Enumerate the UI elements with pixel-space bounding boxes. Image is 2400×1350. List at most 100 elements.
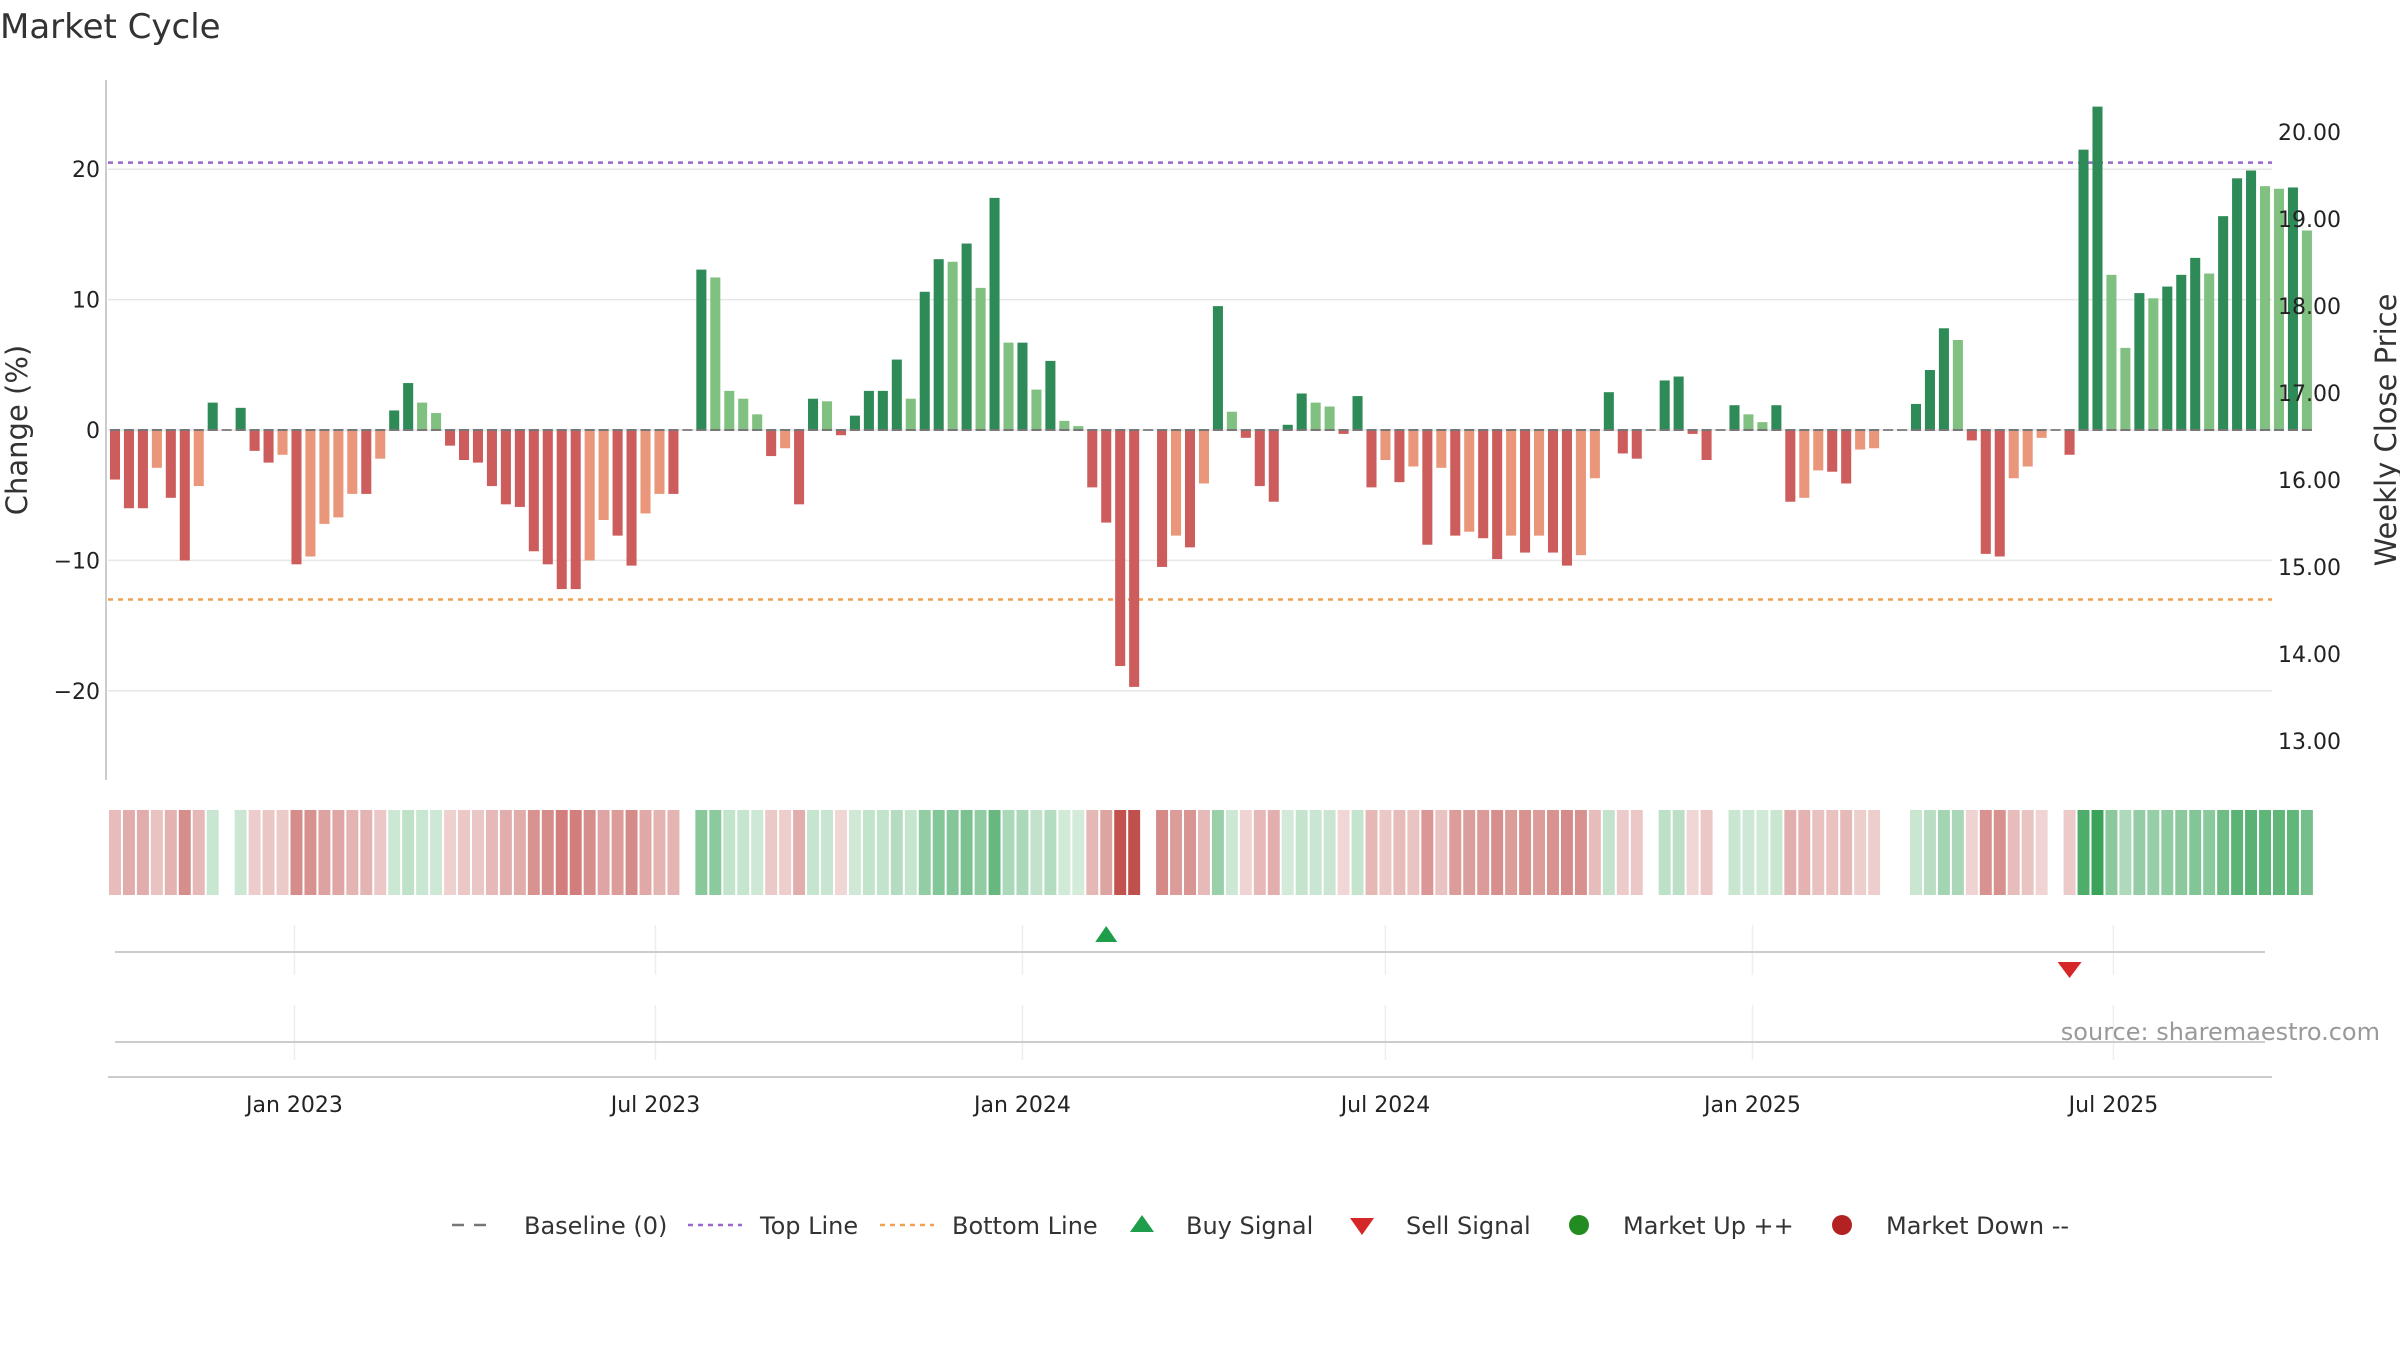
bar: [1827, 430, 1838, 472]
strip-cell: [346, 810, 359, 895]
bar: [1575, 430, 1586, 556]
strip-cell: [1142, 810, 1155, 895]
bar: [1422, 430, 1433, 545]
strip-cell: [402, 810, 415, 895]
strip-cell: [1351, 810, 1364, 895]
strip-cell: [876, 810, 889, 895]
y-tick-label: 0: [86, 419, 100, 444]
bar: [1073, 426, 1084, 430]
bar: [1240, 430, 1251, 438]
bar: [2008, 430, 2019, 479]
strip-cell: [458, 810, 470, 895]
bar: [333, 430, 344, 518]
x-tick-label: Jul 2025: [2067, 1093, 2159, 1118]
bar: [1757, 422, 1768, 430]
bar: [989, 197, 1000, 430]
strip-cell: [1547, 810, 1559, 895]
bar: [556, 430, 567, 590]
chart-title: Market Cycle: [0, 7, 221, 47]
bar: [1157, 430, 1168, 567]
strip-cell: [527, 810, 540, 895]
strip-cell: [946, 810, 959, 895]
strip-cell: [2273, 810, 2285, 895]
bar: [598, 430, 609, 520]
bar: [626, 430, 637, 566]
strip-cell: [122, 810, 135, 895]
strip-cell: [1533, 810, 1546, 895]
strip-cell: [444, 810, 457, 895]
bar: [1869, 430, 1880, 449]
strip-cell: [1951, 810, 1964, 895]
bar: [123, 430, 134, 509]
bar: [849, 415, 860, 430]
bar: [2287, 187, 2298, 430]
legend-swatch: [1832, 1215, 1852, 1235]
strip-cell: [1044, 810, 1057, 895]
legend-item-bottom: Bottom Line: [880, 1212, 1098, 1240]
bar: [305, 430, 316, 557]
bar: [1813, 430, 1824, 471]
x-tick-labels: Jan 2023 Jul 2023 Jan 2024 Jul 2024 Jan 2025…: [244, 1093, 2158, 1118]
bar: [877, 390, 888, 430]
strip-cell: [751, 810, 764, 895]
strip-cell: [1574, 810, 1587, 895]
legend-label: Market Down --: [1886, 1212, 2069, 1240]
bar: [1631, 430, 1642, 459]
bar: [291, 430, 302, 565]
bar: [835, 430, 846, 436]
strip-cell: [1937, 810, 1950, 895]
y-tick-label: −10: [54, 549, 100, 574]
strip-cell: [2203, 810, 2216, 895]
strip-cell: [2245, 810, 2258, 895]
strip-cell: [1128, 810, 1141, 895]
legend-item-top: Top Line: [688, 1212, 858, 1240]
bar: [472, 430, 484, 463]
y2-tick-label: 17.00: [2278, 382, 2341, 407]
y-tick-label: 10: [72, 289, 100, 314]
strip-cell: [1072, 810, 1085, 895]
strip-cell: [1505, 810, 1518, 895]
bar: [1785, 430, 1796, 502]
legend-label: Buy Signal: [1186, 1212, 1313, 1240]
y2-axis-label: Weekly Close Price: [2369, 294, 2400, 567]
strip-cell: [1770, 810, 1783, 895]
bar: [1771, 405, 1782, 430]
bar: [403, 383, 414, 430]
bar: [1115, 430, 1126, 667]
bar: [2106, 274, 2117, 430]
strip-cell: [779, 810, 792, 895]
bar: [1966, 430, 1977, 441]
bar: [2162, 286, 2173, 430]
strip-cell: [416, 810, 429, 895]
strip-cell: [1309, 810, 1322, 895]
strip-cell: [513, 810, 526, 895]
strip-cell: [723, 810, 736, 895]
strip-cell: [1337, 810, 1350, 895]
legend-item-mdown: Market Down --: [1832, 1212, 2069, 1240]
strip-cell: [1323, 810, 1336, 895]
strip-cell: [1798, 810, 1811, 895]
bar: [947, 261, 958, 430]
strip-cell: [2133, 810, 2146, 895]
strip-cell: [1588, 810, 1601, 895]
bar: [528, 430, 539, 552]
strip-cell: [583, 810, 596, 895]
strip-cell: [569, 810, 582, 895]
x-tick-label: Jan 2025: [1702, 1093, 1801, 1118]
strip-cell: [2147, 810, 2160, 895]
legend-swatch: [1350, 1218, 1374, 1235]
strip-cell: [1156, 810, 1169, 895]
legend-label: Top Line: [759, 1212, 858, 1240]
bar: [710, 277, 721, 430]
bar: [975, 287, 986, 430]
legend-label: Bottom Line: [952, 1212, 1098, 1240]
bar: [458, 430, 470, 460]
bar: [1003, 342, 1014, 430]
strip-cell: [1267, 810, 1280, 895]
strip-cell: [960, 810, 973, 895]
strip-cell: [597, 810, 610, 895]
strip-cell: [1672, 810, 1685, 895]
bar: [1184, 430, 1196, 548]
bar: [612, 430, 623, 536]
strip-cell: [1630, 810, 1643, 895]
